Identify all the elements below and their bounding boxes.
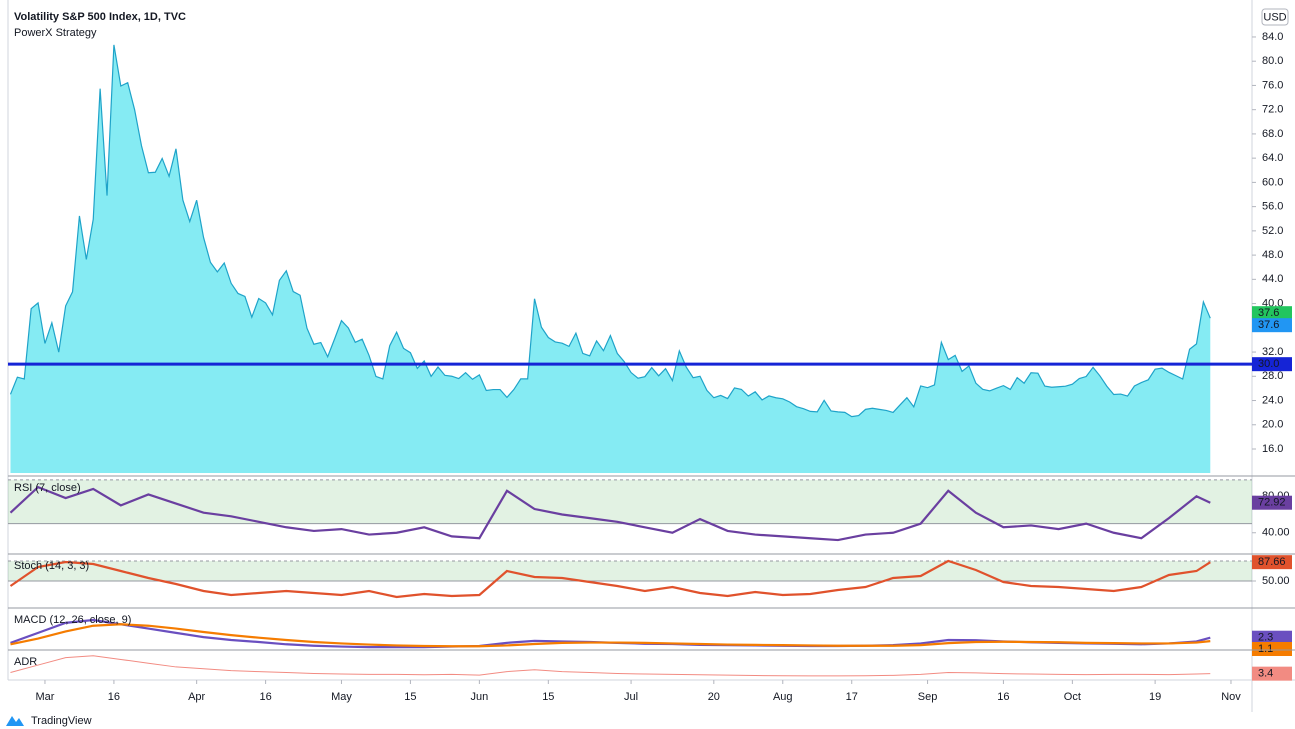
y-tick-label: 56.0 — [1262, 201, 1283, 213]
x-tick-label: Jun — [470, 691, 488, 703]
y-tick-label: 16.0 — [1262, 443, 1283, 455]
band — [8, 479, 1252, 524]
brand-logo — [6, 716, 24, 726]
y-tick-label: 48.0 — [1262, 249, 1283, 261]
y-tick-label: 40.00 — [1262, 527, 1290, 539]
y-tick-label: 80.0 — [1262, 55, 1283, 67]
y-tick-label: 64.0 — [1262, 152, 1283, 164]
price-label: 3.4 — [1258, 668, 1273, 680]
x-tick-label: 19 — [1149, 691, 1161, 703]
x-tick-label: Aug — [773, 691, 793, 703]
chart-title: Volatility S&P 500 Index, 1D, TVC — [14, 11, 186, 23]
x-tick-label: 15 — [404, 691, 416, 703]
pane-title: MACD (12, 26, close, 9) — [14, 614, 131, 626]
band — [8, 561, 1252, 581]
y-tick-label: 50.00 — [1262, 575, 1290, 587]
x-tick-label: 16 — [997, 691, 1009, 703]
x-tick-label: 16 — [108, 691, 120, 703]
price-label-box — [1252, 555, 1292, 570]
y-tick-label: 44.0 — [1262, 273, 1283, 285]
y-tick-label: 32.0 — [1262, 346, 1283, 358]
y-tick-label: 84.0 — [1262, 31, 1283, 43]
indicator-line — [9, 485, 1211, 542]
y-tick-label: 68.0 — [1262, 128, 1283, 140]
price-label-box — [1252, 495, 1292, 510]
price-label: 37.6 — [1258, 307, 1279, 319]
x-tick-label: Oct — [1064, 691, 1081, 703]
y-tick-label: 20.0 — [1262, 419, 1283, 431]
y-tick-label: 60.0 — [1262, 176, 1283, 188]
price-label-box — [1252, 666, 1292, 681]
x-tick-label: 16 — [259, 691, 271, 703]
y-tick-label: 72.0 — [1262, 104, 1283, 116]
x-tick-label: 17 — [846, 691, 858, 703]
x-tick-label: Nov — [1221, 691, 1241, 703]
currency: USD — [1263, 11, 1286, 23]
pane-title: ADR — [14, 656, 37, 668]
y-tick-label: 52.0 — [1262, 225, 1283, 237]
brand: TradingView — [31, 715, 92, 727]
x-tick-label: Apr — [188, 691, 205, 703]
x-tick-label: May — [331, 691, 352, 703]
price-label-box — [1252, 306, 1292, 321]
area-fill — [10, 44, 1211, 474]
pane-title: Stoch (14, 3, 3) — [14, 560, 89, 572]
indicator-line — [10, 655, 1211, 677]
x-tick-label: Jul — [624, 691, 638, 703]
price-label-box — [1252, 318, 1292, 333]
y-tick-label: 76.0 — [1262, 79, 1283, 91]
price-label: 1.1 — [1258, 643, 1273, 655]
price-label: 87.66 — [1258, 556, 1286, 568]
currency-box — [1261, 8, 1289, 26]
x-tick-label: Mar — [35, 691, 54, 703]
y-tick-label: 28.0 — [1262, 370, 1283, 382]
price-label-box — [1252, 357, 1292, 372]
y-tick-label: 24.0 — [1262, 394, 1283, 406]
x-tick-label: Sep — [918, 691, 938, 703]
indicator-line — [10, 623, 1211, 648]
pane-title: RSI (7, close) — [14, 482, 81, 494]
chart-subtitle: PowerX Strategy — [14, 27, 97, 39]
x-tick-label: 15 — [542, 691, 554, 703]
area-line — [9, 44, 1211, 418]
price-label-box — [1252, 630, 1292, 645]
price-label: 37.6 — [1258, 319, 1279, 331]
x-tick-label: 20 — [708, 691, 720, 703]
plot-layer: 16.020.024.028.032.036.040.044.048.052.0… — [8, 31, 1295, 703]
price-label-box — [1252, 642, 1292, 656]
logo-icon — [6, 716, 24, 726]
price-label: 30.0 — [1258, 358, 1279, 370]
price-label: 2.3 — [1258, 632, 1273, 644]
indicator-line — [9, 559, 1211, 599]
price-label: 72.92 — [1258, 497, 1286, 509]
